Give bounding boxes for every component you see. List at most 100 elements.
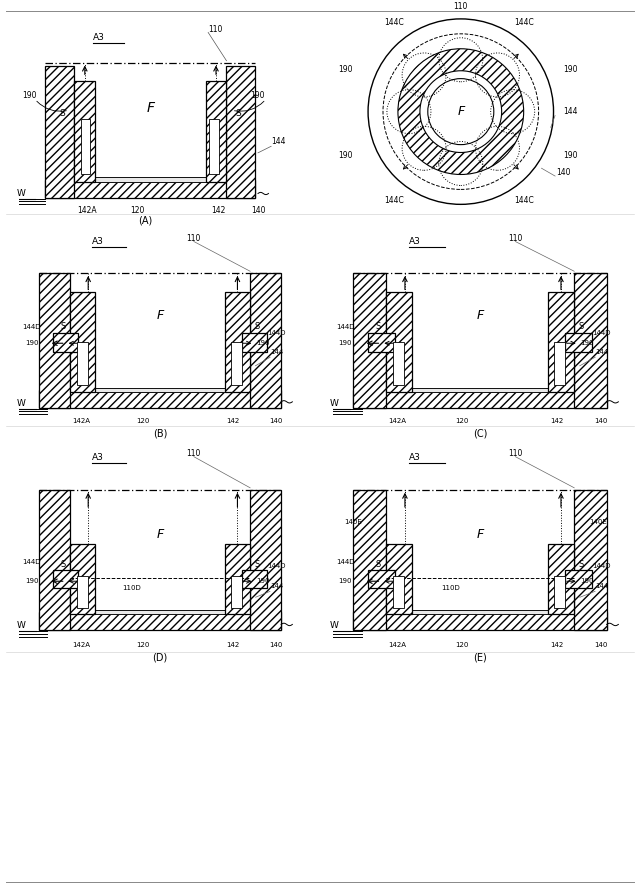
- Text: 190: 190: [580, 579, 593, 584]
- Text: 140E: 140E: [589, 519, 607, 525]
- Text: S: S: [579, 322, 584, 331]
- Text: A3: A3: [92, 238, 104, 246]
- Text: 110D: 110D: [122, 585, 141, 591]
- Text: 144C: 144C: [514, 196, 534, 205]
- Text: S: S: [60, 109, 65, 119]
- Ellipse shape: [420, 71, 502, 153]
- Bar: [231, 342, 242, 385]
- Bar: [565, 333, 592, 352]
- Text: (D): (D): [152, 653, 168, 663]
- Text: F: F: [457, 105, 465, 118]
- Text: F: F: [476, 528, 484, 540]
- Bar: [53, 333, 78, 352]
- Text: 144: 144: [270, 583, 283, 589]
- Text: S: S: [255, 322, 260, 331]
- Bar: [39, 390, 281, 407]
- Text: 190: 190: [580, 340, 593, 346]
- Bar: [386, 544, 412, 614]
- Bar: [242, 571, 267, 588]
- Bar: [386, 388, 574, 392]
- Text: 140: 140: [594, 418, 607, 424]
- Text: F: F: [156, 528, 164, 540]
- Bar: [39, 613, 281, 630]
- Text: F: F: [147, 102, 154, 115]
- Bar: [77, 576, 88, 608]
- Text: 140: 140: [594, 641, 607, 647]
- Bar: [574, 273, 607, 407]
- Bar: [70, 388, 250, 392]
- Ellipse shape: [428, 79, 494, 145]
- Bar: [74, 177, 227, 181]
- Text: 144D: 144D: [592, 330, 611, 336]
- Text: 140: 140: [269, 418, 282, 424]
- Text: 190: 190: [563, 65, 577, 74]
- Text: W: W: [17, 398, 25, 407]
- Text: S: S: [236, 109, 241, 119]
- Bar: [70, 610, 250, 614]
- Text: 110D: 110D: [441, 585, 460, 591]
- Text: 142A: 142A: [72, 418, 90, 424]
- Text: A3: A3: [410, 238, 421, 246]
- Text: A3: A3: [410, 453, 421, 462]
- Bar: [45, 179, 255, 198]
- Text: 144C: 144C: [385, 18, 404, 27]
- Bar: [574, 489, 607, 630]
- Text: 144D: 144D: [22, 324, 40, 330]
- Bar: [205, 81, 227, 181]
- Text: 142: 142: [550, 641, 563, 647]
- Text: 140E: 140E: [344, 519, 362, 525]
- Text: 144: 144: [270, 349, 283, 355]
- Bar: [70, 292, 95, 392]
- Text: (B): (B): [153, 429, 167, 438]
- Text: S: S: [376, 560, 381, 569]
- Text: 144: 144: [595, 583, 608, 589]
- Bar: [53, 571, 78, 588]
- Bar: [242, 333, 267, 352]
- Bar: [70, 610, 250, 614]
- Bar: [386, 292, 412, 392]
- Text: 190: 190: [256, 340, 269, 346]
- Text: 144D: 144D: [267, 563, 285, 569]
- Bar: [353, 390, 607, 407]
- Text: 144D: 144D: [336, 559, 355, 565]
- Bar: [353, 489, 386, 630]
- Bar: [368, 333, 395, 352]
- Bar: [548, 544, 574, 614]
- Text: 120: 120: [456, 641, 469, 647]
- Text: 142A: 142A: [388, 418, 406, 424]
- Bar: [548, 292, 574, 392]
- Bar: [565, 571, 592, 588]
- Text: W: W: [330, 622, 339, 630]
- Bar: [386, 610, 574, 614]
- Text: S: S: [60, 560, 65, 569]
- Bar: [70, 388, 250, 392]
- Text: 190: 190: [25, 579, 38, 584]
- Text: 144D: 144D: [267, 330, 285, 336]
- Bar: [77, 342, 88, 385]
- Text: 110: 110: [187, 234, 201, 243]
- Text: S: S: [60, 322, 65, 331]
- Text: 144: 144: [271, 137, 285, 146]
- Text: 142: 142: [227, 418, 240, 424]
- Text: 120: 120: [130, 206, 145, 215]
- Text: A3: A3: [92, 453, 104, 462]
- Bar: [353, 273, 386, 407]
- Bar: [209, 120, 219, 174]
- Text: 144D: 144D: [22, 559, 40, 565]
- Text: S: S: [255, 560, 260, 569]
- Text: 110: 110: [187, 449, 201, 458]
- Bar: [227, 66, 255, 198]
- Text: 140: 140: [557, 169, 571, 178]
- Text: 144C: 144C: [514, 18, 534, 27]
- Text: 190: 190: [256, 579, 269, 584]
- Text: 120: 120: [136, 418, 150, 424]
- Text: 120: 120: [456, 418, 469, 424]
- Bar: [81, 120, 90, 174]
- Text: 110: 110: [454, 2, 468, 11]
- Text: 142A: 142A: [72, 641, 90, 647]
- Text: 144: 144: [595, 349, 608, 355]
- Text: (E): (E): [473, 653, 487, 663]
- Text: 140: 140: [251, 206, 265, 215]
- Bar: [225, 544, 250, 614]
- Text: 144C: 144C: [385, 196, 404, 205]
